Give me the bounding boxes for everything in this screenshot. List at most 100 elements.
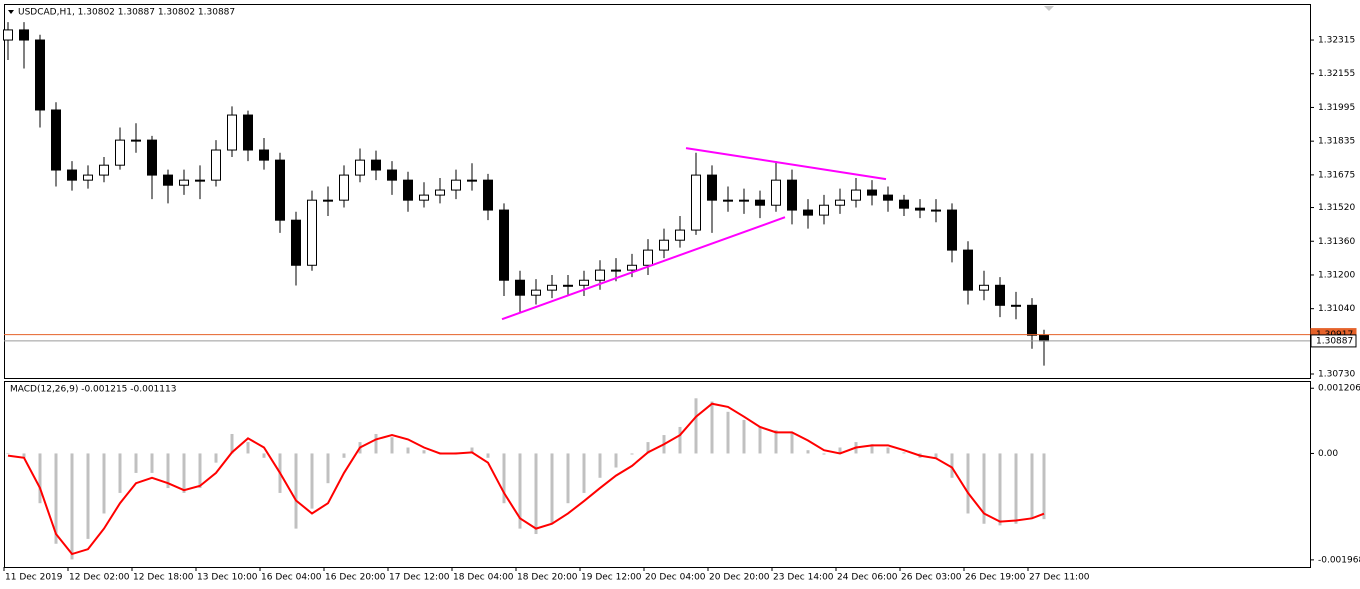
candle-body	[979, 284, 989, 291]
candle-body	[211, 149, 221, 181]
candle-body	[867, 189, 877, 196]
menu-arrow[interactable]	[8, 10, 14, 14]
x-tick-label: 16 Dec 04:00	[261, 573, 322, 583]
candle-body	[1039, 334, 1049, 342]
candle-body	[643, 249, 653, 266]
candle-body	[707, 174, 717, 201]
candle-body	[419, 194, 429, 201]
x-tick-label: 18 Dec 20:00	[517, 573, 578, 583]
histogram-bar	[742, 419, 746, 454]
price-label: 1.30887	[1316, 336, 1353, 346]
histogram-bar	[390, 437, 394, 454]
histogram-bar	[486, 453, 490, 458]
candle-body	[339, 174, 349, 201]
candle-body	[835, 199, 845, 206]
y-tick-label: 0.001206	[1318, 384, 1360, 394]
y-tick-label: 1.31200	[1318, 270, 1355, 280]
candle-body	[739, 199, 749, 202]
candle-body	[323, 199, 333, 202]
candle-body	[771, 179, 781, 206]
candle-body	[515, 279, 525, 296]
histogram-bar	[502, 453, 506, 504]
candle-body	[931, 209, 941, 212]
candle-body	[851, 189, 861, 201]
candle-body	[99, 164, 109, 176]
y-tick-label: 1.31360	[1318, 237, 1355, 247]
shift-marker	[1044, 6, 1054, 11]
candle-body	[307, 199, 317, 266]
histogram-bar	[534, 453, 538, 535]
histogram-bar	[134, 453, 138, 473]
candle-body	[67, 169, 77, 181]
candle-body	[403, 179, 413, 201]
candle-body	[51, 109, 61, 171]
histogram-bar	[758, 426, 762, 454]
candle-body	[531, 289, 541, 296]
y-tick-label: 1.31675	[1318, 170, 1355, 180]
histogram-bar	[22, 453, 26, 458]
histogram-bar	[342, 453, 346, 458]
histogram-bar	[774, 430, 778, 454]
candle-body	[723, 199, 733, 202]
price-panel	[4, 4, 1311, 379]
histogram-bar	[54, 453, 58, 544]
histogram-bar	[710, 401, 714, 454]
histogram-bar	[678, 426, 682, 454]
macd-panel	[4, 381, 1311, 568]
x-tick-label: 12 Dec 18:00	[133, 573, 194, 583]
histogram-bar	[1014, 453, 1018, 524]
x-tick-label: 27 Dec 11:00	[1029, 573, 1090, 583]
histogram-bar	[902, 452, 906, 454]
histogram-bar	[614, 453, 618, 468]
histogram-bar	[102, 453, 106, 514]
histogram-bar	[966, 453, 970, 514]
histogram-bar	[886, 447, 890, 454]
candle-body	[387, 169, 397, 181]
trend-line	[501, 216, 786, 321]
candle-body	[483, 179, 493, 211]
histogram-bar	[182, 453, 186, 493]
candle-body	[611, 269, 621, 272]
signal-line	[7, 402, 1045, 556]
candle-body	[3, 29, 13, 41]
x-tick-label: 19 Dec 12:00	[581, 573, 642, 583]
candle-body	[691, 174, 701, 231]
histogram-bar	[310, 453, 314, 509]
candle-body	[1011, 304, 1021, 307]
histogram-bar	[70, 453, 74, 560]
histogram-bar	[838, 447, 842, 454]
histogram-bar	[694, 398, 698, 454]
x-tick-label: 24 Dec 06:00	[837, 573, 898, 583]
histogram-bar	[166, 453, 170, 489]
candle-body	[35, 39, 45, 111]
histogram-bar	[998, 453, 1002, 526]
histogram-bar	[150, 453, 154, 473]
histogram-bar	[230, 433, 234, 454]
histogram-bar	[950, 453, 954, 478]
y-tick-label: 0.00	[1318, 449, 1338, 459]
histogram-bar	[598, 453, 602, 478]
histogram-bar	[86, 453, 90, 539]
y-tick-label: 1.31520	[1318, 203, 1355, 213]
x-tick-label: 26 Dec 03:00	[901, 573, 962, 583]
candle-body	[819, 204, 829, 216]
x-tick-label: 16 Dec 20:00	[325, 573, 386, 583]
candle-body	[803, 209, 813, 216]
histogram-bar	[806, 450, 810, 454]
candle-body	[371, 159, 381, 171]
histogram-bar	[38, 453, 42, 504]
x-tick-label: 20 Dec 04:00	[645, 573, 706, 583]
histogram-bar	[550, 453, 554, 524]
candle-body	[659, 239, 669, 251]
x-tick-label: 17 Dec 12:00	[389, 573, 450, 583]
histogram-bar	[422, 450, 426, 454]
candle-body	[627, 264, 637, 271]
x-tick-label: 12 Dec 02:00	[69, 573, 130, 583]
candle-body	[179, 179, 189, 186]
candle-body	[259, 149, 269, 161]
candle-body	[195, 179, 205, 182]
candle-body	[899, 199, 909, 209]
x-tick-label: 26 Dec 19:00	[965, 573, 1026, 583]
